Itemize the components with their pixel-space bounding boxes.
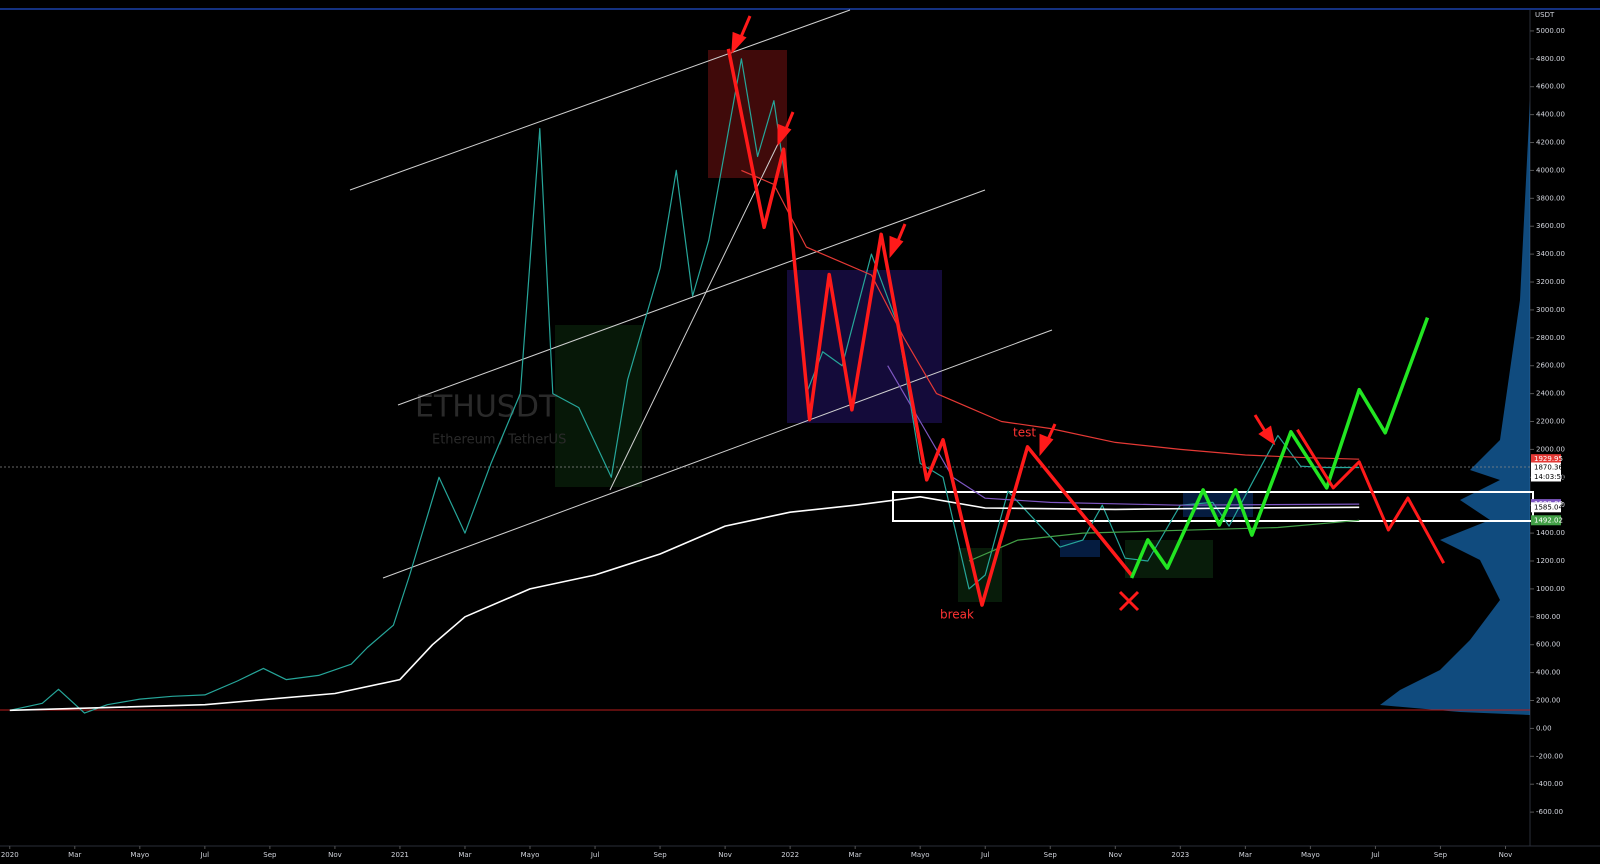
y-tick-label: 600.00 — [1536, 641, 1561, 649]
x-tick-label: Mayo — [521, 851, 540, 859]
countdown-box — [1531, 472, 1561, 482]
y-tick-label: 800.00 — [1536, 613, 1561, 621]
channel-line — [382, 329, 1053, 579]
y-tick-label: 3400.00 — [1536, 250, 1565, 258]
y-tick-label: 4400.00 — [1536, 111, 1565, 119]
x-tick-label: Mayo — [911, 851, 930, 859]
x-tick-label: 2020 — [1, 851, 19, 859]
x-tick-label: 2023 — [1171, 851, 1189, 859]
series-line — [1296, 428, 1446, 564]
channel-lines — [349, 9, 1053, 579]
arrow-head — [1258, 425, 1276, 446]
x-tick-label: Mar — [458, 851, 471, 859]
channel-line — [397, 189, 986, 406]
x-tick-label: Jul — [1370, 851, 1380, 859]
y-tick-label: 2000.00 — [1536, 445, 1565, 453]
x-tick-label: Jul — [590, 851, 600, 859]
x-tick-label: Sep — [1434, 851, 1448, 859]
arrow-head — [1039, 433, 1054, 457]
x-tick-label: Mar — [849, 851, 862, 859]
range-box — [708, 50, 787, 178]
y-tick-label: 4800.00 — [1536, 55, 1565, 63]
price-label: 1929.95 — [1534, 455, 1563, 463]
series-layer — [9, 48, 1446, 714]
x-tick-label: Mayo — [1301, 851, 1320, 859]
series-line — [968, 519, 1360, 562]
y-tick-label: 5000.00 — [1536, 27, 1565, 35]
y-tick-label: 3200.00 — [1536, 278, 1565, 286]
y-tick-label: 3000.00 — [1536, 306, 1565, 314]
y-tick-label: 200.00 — [1536, 697, 1561, 705]
y-tick-label: 4600.00 — [1536, 83, 1565, 91]
y-tick-label: 4200.00 — [1536, 139, 1565, 147]
x-tick-label: Jul — [200, 851, 210, 859]
price-label: 1492.02 — [1534, 516, 1563, 524]
series-line — [9, 495, 1360, 712]
watermark-symbol: ETHUSDT — [415, 390, 558, 425]
y-tick-label: -400.00 — [1536, 780, 1563, 788]
price-label-box — [1531, 462, 1561, 473]
watermark-description: Ethereum / TetherUS — [432, 433, 566, 448]
range-box — [1060, 540, 1100, 557]
y-tick-label: 4000.00 — [1536, 166, 1565, 174]
arrows — [731, 15, 1276, 612]
price-label: 1870.36 — [1534, 463, 1563, 471]
currency-label: USDT — [1535, 11, 1555, 19]
y-tick-label: 2400.00 — [1536, 390, 1565, 398]
y-tick-label: 400.00 — [1536, 669, 1561, 677]
y-tick-label: 1000.00 — [1536, 585, 1565, 593]
arrow-head — [889, 235, 904, 259]
annotation: test — [1013, 426, 1036, 440]
x-tick-label: Mayo — [130, 851, 149, 859]
y-tick-label: 3800.00 — [1536, 194, 1565, 202]
series-line — [726, 48, 1133, 607]
arrow-head — [777, 123, 792, 147]
x-tick-label: 2021 — [391, 851, 409, 859]
price-label: 1585.04 — [1534, 503, 1563, 511]
countdown: 14:03:51 — [1534, 473, 1565, 481]
x-tick-label: Nov — [1499, 851, 1513, 859]
series-line — [1129, 316, 1430, 579]
x-tick-label: Jul — [980, 851, 990, 859]
x-tick-label: Nov — [718, 851, 732, 859]
series-line — [887, 365, 1360, 506]
x-tick-label: Sep — [653, 851, 667, 859]
range-box — [555, 325, 642, 487]
price-label-box — [1531, 502, 1561, 513]
y-tick-label: 2200.00 — [1536, 418, 1565, 426]
price-label-box — [1531, 515, 1561, 526]
x-tick-label: Sep — [1044, 851, 1058, 859]
y-tick-label: 2600.00 — [1536, 362, 1565, 370]
annotation: break — [940, 608, 974, 622]
x-tick-label: Sep — [263, 851, 277, 859]
y-tick-label: 1200.00 — [1536, 557, 1565, 565]
price-label-box — [1531, 454, 1561, 465]
channel-line — [349, 9, 851, 191]
volume-profile — [1380, 100, 1530, 715]
arrow-head — [731, 31, 747, 55]
y-tick-label: 1400.00 — [1536, 529, 1565, 537]
y-tick-label: 0.00 — [1536, 724, 1552, 732]
x-tick-label: Nov — [1108, 851, 1122, 859]
range-box — [787, 270, 942, 423]
x-tick-label: 2022 — [781, 851, 799, 859]
x-tick-label: Mar — [1239, 851, 1252, 859]
cross — [1118, 590, 1140, 612]
y-tick-label: 2800.00 — [1536, 334, 1565, 342]
series-line — [741, 169, 1360, 460]
y-tick-label: -200.00 — [1536, 752, 1563, 760]
x-tick-label: Nov — [328, 851, 342, 859]
y-tick-label: 3600.00 — [1536, 222, 1565, 230]
x-tick-label: Mar — [68, 851, 81, 859]
series-line — [9, 58, 1360, 714]
y-tick-label: -600.00 — [1536, 808, 1563, 816]
channel-line — [609, 114, 793, 491]
